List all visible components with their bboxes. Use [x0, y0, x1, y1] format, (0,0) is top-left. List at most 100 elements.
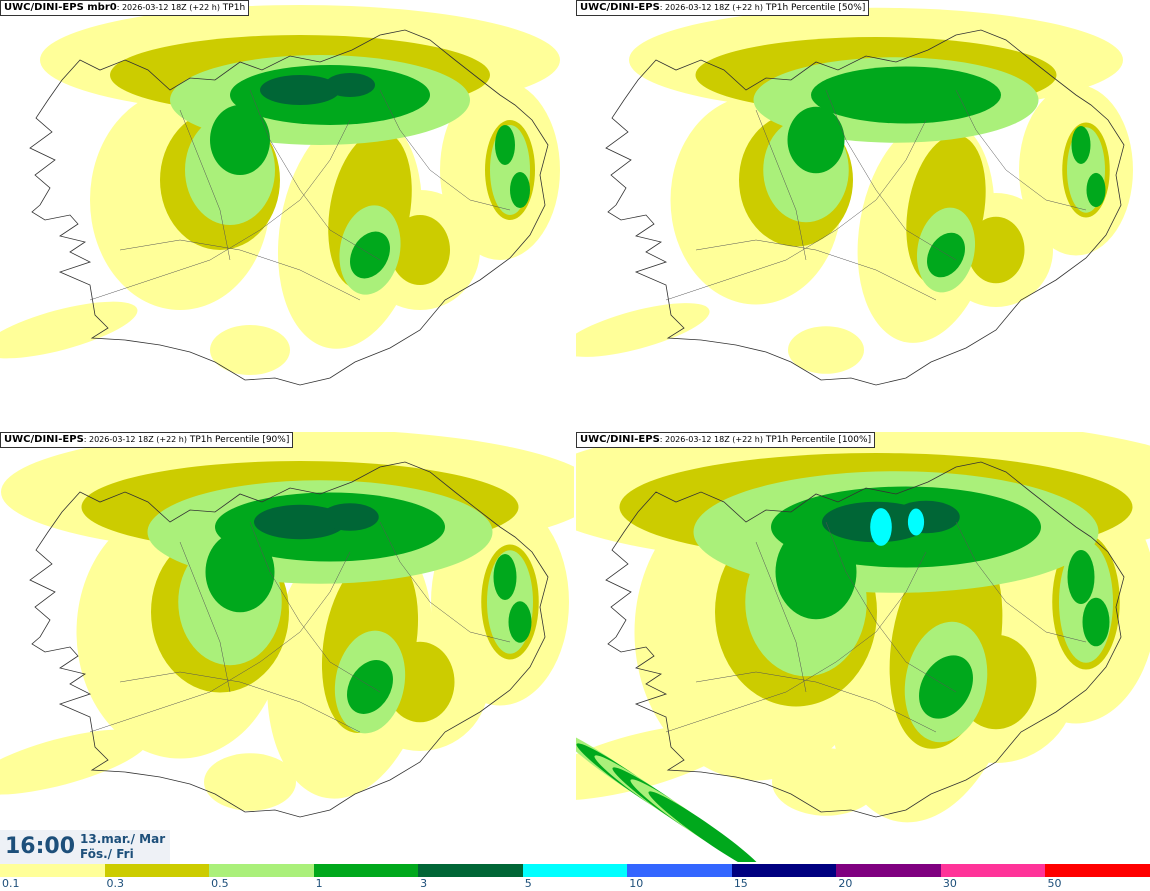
road-line	[179, 109, 231, 261]
precip-layer-g	[787, 66, 1106, 278]
map-panel-p90: UWC/DINI-EPS: 2026-03-12 18Z (+22 h) TP1…	[0, 432, 574, 862]
road-line	[755, 109, 807, 261]
coastline	[29, 461, 549, 818]
roads-rivers	[89, 521, 511, 733]
precip-blob	[892, 500, 960, 534]
legend-swatch	[209, 864, 315, 877]
panel-title: UWC/DINI-EPS mbr0: 2026-03-12 18Z (+22 h…	[0, 0, 250, 16]
legend-tick-label: 0.1	[2, 877, 20, 890]
road-line	[665, 551, 927, 733]
road-line	[695, 239, 937, 301]
precip-blob	[205, 531, 275, 613]
valid-date-line1: 13.mar./ Mar	[80, 832, 166, 846]
roads-rivers	[665, 521, 1087, 733]
legend-swatch	[836, 864, 942, 877]
legend-swatch	[104, 864, 211, 877]
legend-tick-label: 3	[420, 877, 428, 890]
precip-blob	[0, 729, 150, 795]
panel-title: UWC/DINI-EPS: 2026-03-12 18Z (+22 h) TP1…	[576, 432, 876, 448]
precip-blob	[347, 660, 393, 714]
roads-rivers	[89, 89, 511, 301]
precip-blob	[967, 216, 1025, 284]
precip-blob	[1071, 126, 1091, 164]
precip-blob	[325, 73, 375, 97]
precip-blob	[870, 508, 892, 546]
road-line	[119, 671, 361, 733]
panel-title: UWC/DINI-EPS: 2026-03-12 18Z (+22 h) TP1…	[0, 432, 294, 448]
color-legend-bar	[0, 864, 1150, 877]
legend-tick-label: 30	[942, 877, 957, 890]
precip-blob	[260, 75, 340, 105]
precip-layer-cy	[870, 508, 925, 546]
precip-streak	[648, 791, 764, 862]
precip-blob	[495, 125, 515, 165]
panel-title: UWC/DINI-EPS: 2026-03-12 18Z (+22 h) TP1…	[576, 0, 870, 16]
road-line	[249, 89, 381, 261]
legend-tick-label: 5	[524, 877, 532, 890]
precip-blob	[919, 655, 973, 719]
legend-swatch	[1045, 864, 1150, 877]
road-line	[665, 119, 927, 301]
legend-tick-label: 10	[629, 877, 644, 890]
precip-blob	[390, 215, 450, 285]
legend-tick-label: 1	[315, 877, 323, 890]
precip-blob	[772, 748, 880, 816]
precip-blob	[1086, 172, 1106, 208]
precip-blob	[907, 508, 925, 536]
precip-blob	[508, 601, 532, 643]
valid-time: 16:00	[5, 834, 76, 859]
road-line	[825, 521, 957, 693]
road-line	[379, 89, 511, 211]
legend-swatch	[940, 864, 1047, 877]
precip-blob	[788, 326, 864, 374]
precip-blob	[787, 106, 845, 174]
legend-tick-label: 20	[838, 877, 853, 890]
offshore-streaks	[576, 731, 764, 862]
legend-swatch	[627, 864, 733, 877]
legend-swatch	[418, 864, 524, 877]
precip-map-mbr0	[0, 0, 574, 430]
precip-blob	[1082, 597, 1110, 647]
precip-blob	[775, 524, 857, 620]
road-line	[695, 671, 937, 733]
roads-rivers	[665, 89, 1087, 301]
precip-blob	[1067, 550, 1095, 604]
coastline	[605, 461, 1125, 818]
precip-map-p50	[576, 0, 1150, 430]
precip-blob	[210, 325, 290, 375]
road-line	[755, 541, 807, 693]
map-panel-mbr0: UWC/DINI-EPS mbr0: 2026-03-12 18Z (+22 h…	[0, 0, 574, 430]
road-line	[955, 89, 1087, 211]
road-line	[119, 239, 361, 301]
precip-map-p90	[0, 432, 574, 862]
legend-swatch	[731, 864, 838, 877]
road-line	[955, 521, 1087, 643]
precip-blob	[350, 231, 390, 279]
legend-tick-label: 15	[733, 877, 748, 890]
road-line	[179, 541, 231, 693]
valid-date: 13.mar./ Mar Fös./ Fri	[80, 832, 165, 862]
precip-blob	[321, 503, 379, 531]
precip-blob	[576, 723, 741, 801]
precip-blob	[493, 554, 517, 600]
precip-layer-dg	[260, 73, 375, 105]
road-line	[825, 89, 957, 261]
map-panel-p50: UWC/DINI-EPS: 2026-03-12 18Z (+22 h) TP1…	[576, 0, 1150, 430]
coastline	[29, 29, 549, 386]
road-line	[89, 119, 351, 301]
precip-layer-dg	[254, 503, 379, 540]
legend-tick-label: 0.3	[106, 877, 125, 890]
legend-swatch	[0, 864, 106, 877]
legend-swatch	[522, 864, 629, 877]
legend-tick-label: 0.5	[211, 877, 229, 890]
precip-blob	[927, 232, 965, 278]
legend-tick-label: 50	[1047, 877, 1062, 890]
precip-blob	[204, 753, 296, 811]
road-line	[249, 521, 381, 693]
precip-blob	[811, 66, 1001, 124]
color-legend-ticks: 0.1 0.3 0.5 1 3 5 10 15 20 30 50	[0, 877, 1150, 891]
valid-date-line2: Fös./ Fri	[80, 847, 134, 861]
map-panel-p100: UWC/DINI-EPS: 2026-03-12 18Z (+22 h) TP1…	[576, 432, 1150, 862]
coastline	[605, 29, 1125, 386]
valid-time-box: 16:00 13.mar./ Mar Fös./ Fri	[0, 830, 170, 864]
